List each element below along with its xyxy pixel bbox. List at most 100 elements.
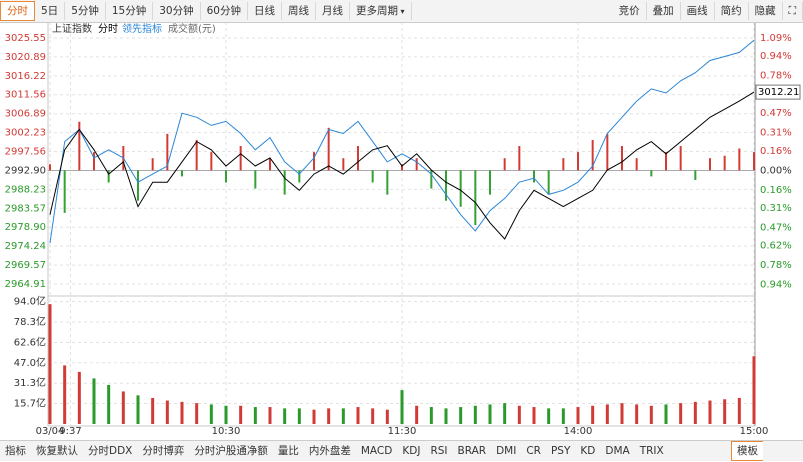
period-tab[interactable]: 分时 [0,1,35,21]
strength-bar [327,127,330,171]
volume-bar [635,404,639,424]
volume-bar [532,407,536,424]
indicator-tab[interactable]: MACD [360,445,393,457]
y2-tick-label: 0.62% [760,241,792,252]
strength-bar [430,170,433,189]
indicator-tab[interactable]: CR [526,445,541,457]
indicator-tab[interactable]: KD [580,445,596,457]
strength-bar [562,158,565,171]
strength-bar [195,139,198,171]
strength-bar [298,170,301,183]
strength-bar [357,146,359,171]
period-tab[interactable]: 60分钟 [201,2,248,20]
volume-bar [356,407,360,424]
indicator-bar: 指标 恢复默认 分时DDX 分时博弈 分时沪股通净额 量比 内外盘差 MACD KDJ RSI BR… [0,440,803,461]
volume-bar [297,408,301,424]
volume-bar [268,407,272,424]
volume-bar [444,408,448,424]
volume-bar [195,403,199,424]
y2-tick-label: 0.31% [760,203,792,214]
indicator-tab[interactable]: 恢复默认 [36,445,78,457]
indicator-tab[interactable]: PSY [550,445,571,457]
volume-bar [459,407,463,424]
y2-tick-label: 0.94% [760,51,792,62]
volume-bar [723,399,727,424]
volume-bar [165,400,169,424]
indicator-tab[interactable]: 模板 [731,441,763,461]
strength-bar [269,158,271,171]
indicator-tab[interactable]: TRIX [639,445,664,457]
indicator-tab[interactable]: BRAR [457,445,487,457]
y2-tick-label: 0.78% [760,260,792,271]
strength-bar [694,170,697,181]
period-tab[interactable]: 月线 [316,2,350,20]
volume-bar [224,405,228,424]
tool-button[interactable]: 叠加 [647,2,681,20]
volume-bar [48,304,52,424]
tool-button[interactable]: 简约 [715,2,749,20]
volume-bar [77,371,81,424]
y-tick-label: 3011.56 [5,90,46,101]
indicator-tab[interactable]: 指标 [5,445,26,457]
tool-button[interactable]: 画线 [681,2,715,20]
strength-bar [342,158,345,171]
price-box [755,84,801,100]
indicator-tab[interactable]: 量比 [277,445,299,457]
strength-bar [401,164,403,171]
volume-bar [136,395,140,424]
strength-bar [709,158,711,171]
period-tab[interactable]: 15分钟 [106,2,154,20]
strength-bar [665,152,667,171]
y-tick-label: 3002.23 [5,128,46,139]
y-tick-label: 2964.91 [5,279,46,290]
strength-bar [49,164,51,171]
x-tick-label: 11:30 [388,426,417,437]
y-tick-label: 3020.89 [5,52,46,63]
period-tab[interactable]: 5分钟 [65,2,106,20]
period-tab[interactable]: 日线 [248,2,282,20]
strength-bar [753,152,755,171]
strength-bar [547,170,550,195]
indicator-tab[interactable]: 内外盘差 [308,445,351,457]
volume-bar [151,397,155,424]
tool-button[interactable]: 隐藏 [749,2,783,20]
strength-bar [738,148,741,171]
volume-bar [312,409,316,424]
indicator-tab[interactable]: KDJ [402,445,421,457]
strength-bar [635,158,638,171]
volume-tick-label: 78.3亿 [14,315,46,328]
volume-bar [283,408,287,424]
volume-bar [708,400,712,424]
period-tab[interactable]: 周线 [282,2,316,20]
strength-bar [489,170,491,195]
indicator-tab[interactable]: 分时沪股通净额 [194,445,268,457]
volume-tick-label: 94.0亿 [14,295,46,308]
y2-tick-label: 0.16% [760,146,792,157]
expand-icon[interactable]: ⛶ [783,2,803,20]
indicator-tab[interactable]: DMA [605,445,630,457]
indicator-tab[interactable]: 分时DDX [88,445,133,457]
period-tab[interactable]: 30分钟 [153,2,201,20]
strength-bar [239,146,242,171]
volume-bar [488,404,492,424]
period-tab[interactable]: 5日 [35,2,66,20]
y2-tick-label: 1.09% [760,33,792,44]
price-line [49,39,755,244]
price-panel [47,21,756,297]
y2-tick-label: 0.78% [760,71,792,82]
y-tick-label: 2969.57 [5,260,46,271]
volume-tick-label: 31.3亿 [14,376,46,389]
volume-bar [649,405,653,424]
y2-tick-label: 0.47% [760,108,792,119]
volume-bar [415,405,419,424]
volume-bar [693,401,697,424]
y-tick-label: 3006.89 [5,109,46,120]
period-tab[interactable]: 更多周期 ▾ [350,2,412,20]
tool-button[interactable]: 竞价 [613,2,647,20]
legend-entry: 分时 [98,23,118,35]
indicator-tab[interactable]: DMI [496,445,517,457]
indicator-tab[interactable]: 分时博弈 [142,445,185,457]
indicator-tab[interactable]: RSI [430,445,448,457]
